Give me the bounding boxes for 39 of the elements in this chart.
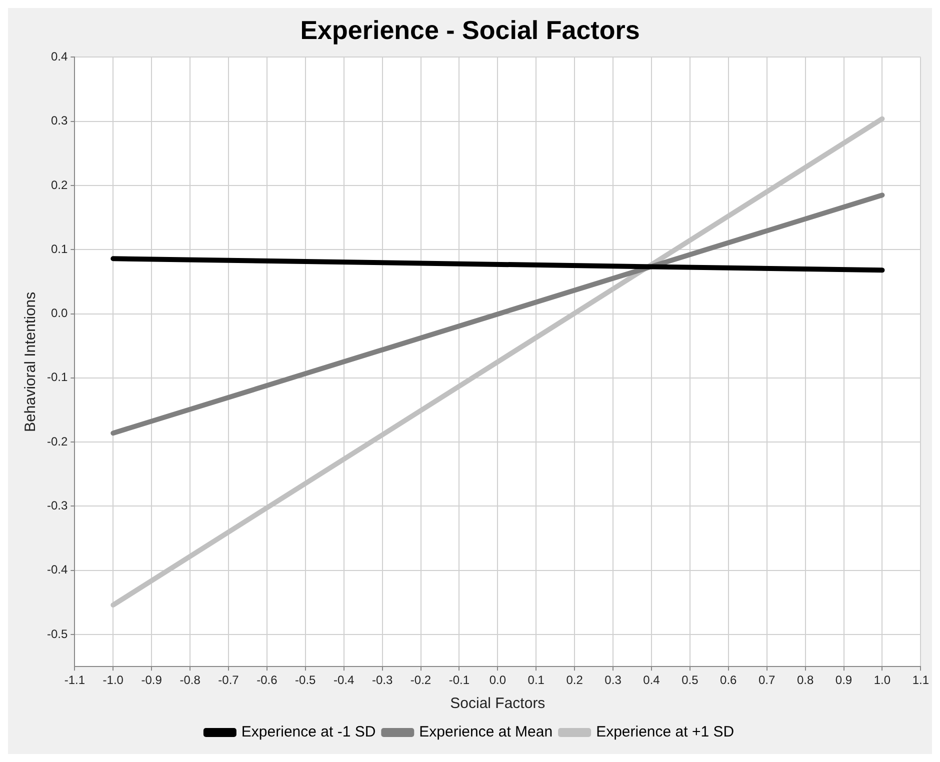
x-tick-label: 1.0 xyxy=(874,673,891,688)
x-tick-label: 0.1 xyxy=(528,673,545,688)
x-tick-label: 0.0 xyxy=(489,673,506,688)
x-tick-label: 0.7 xyxy=(758,673,776,688)
x-tick-label: 0.3 xyxy=(604,673,622,688)
chart-title: Experience - Social Factors xyxy=(300,14,640,45)
x-axis-title: Social Factors xyxy=(450,695,546,712)
x-tick-label: -0.3 xyxy=(372,673,393,688)
y-tick-label: 0.0 xyxy=(50,306,68,320)
y-tick-label: -0.4 xyxy=(46,562,68,577)
y-axis-title: Behavioral Intentions xyxy=(22,292,40,432)
y-tick-label: -0.2 xyxy=(46,434,68,448)
x-tick-label: -0.1 xyxy=(448,673,470,688)
legend-label: Experience at Mean xyxy=(419,724,553,741)
x-tick-label: -0.8 xyxy=(180,673,201,688)
x-tick-label: 0.2 xyxy=(566,673,584,688)
x-tick-label: -0.5 xyxy=(295,673,316,688)
x-tick-label: 0.8 xyxy=(796,673,814,688)
y-tick-label: 0.4 xyxy=(50,50,68,64)
y-tick-label: -0.5 xyxy=(46,626,68,641)
x-tick-label: -0.4 xyxy=(334,673,355,688)
x-tick-label: -1.1 xyxy=(64,673,86,688)
y-tick-label: 0.1 xyxy=(50,242,68,256)
x-tick-label: 0.4 xyxy=(643,673,660,688)
x-tick-label: 1.1 xyxy=(912,673,930,688)
x-tick-label: -0.6 xyxy=(256,673,278,688)
y-tick-label: -0.3 xyxy=(46,498,68,513)
y-tick-label: 0.2 xyxy=(50,178,68,192)
x-tick-label: -1.0 xyxy=(102,673,124,688)
legend-label: Experience at +1 SD xyxy=(596,724,734,741)
x-tick-label: -0.2 xyxy=(410,673,432,688)
y-tick-label: 0.3 xyxy=(50,114,68,128)
x-tick-label: 0.9 xyxy=(835,673,852,688)
y-tick-label: -0.1 xyxy=(46,370,68,384)
x-tick-label: 0.5 xyxy=(682,673,699,688)
x-tick-label: -0.9 xyxy=(141,673,162,688)
x-tick-label: -0.7 xyxy=(218,673,240,688)
legend-label: Experience at -1 SD xyxy=(241,724,376,741)
x-tick-label: 0.6 xyxy=(720,673,738,688)
